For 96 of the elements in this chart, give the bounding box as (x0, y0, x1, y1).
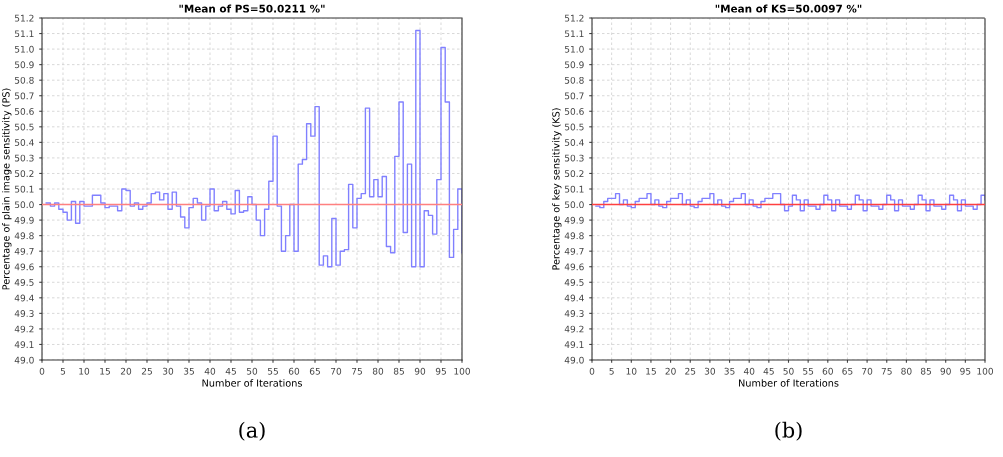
x-tick-label: 45 (225, 367, 236, 375)
y-tick-label: 51.1 (564, 30, 584, 38)
x-tick-label: 20 (120, 367, 132, 375)
y-tick-label: 50.9 (14, 61, 34, 69)
x-tick-label: 80 (372, 367, 384, 375)
x-tick-label: 15 (646, 367, 656, 375)
x-tick-label: 35 (724, 367, 735, 375)
x-tick-label: 25 (685, 367, 696, 375)
x-tick-label: 60 (822, 367, 833, 375)
x-tick-label: 20 (665, 367, 676, 375)
y-tick-label: 49.9 (14, 216, 34, 224)
y-tick-label: 49.1 (564, 341, 584, 349)
x-tick-label: 10 (626, 367, 637, 375)
y-tick-label: 49.6 (14, 263, 34, 271)
y-tick-label: 49.5 (14, 279, 34, 286)
x-tick-label: 45 (763, 367, 774, 375)
y-tick-label: 50.6 (564, 108, 584, 115)
x-tick-label: 90 (414, 367, 426, 375)
x-tick-label: 30 (704, 367, 716, 375)
text: (a) (239, 421, 265, 441)
x-tick-label: 70 (331, 367, 342, 375)
y-tick-label: 50.8 (14, 76, 34, 84)
x-tick-label: 5 (60, 367, 66, 375)
x-tick-label: 100 (977, 367, 994, 375)
x-tick-label: 0 (589, 367, 595, 375)
y-tick-label: 49.2 (14, 325, 34, 333)
y-tick-label: 50.0 (14, 201, 34, 209)
x-tick-label: 15 (100, 367, 110, 375)
x-tick-label: 30 (162, 367, 174, 375)
y-tick-label: 49.3 (14, 310, 34, 317)
x-tick-label: 25 (141, 367, 152, 375)
y-tick-label: 50.2 (564, 170, 584, 178)
y-tick-label: 49.2 (564, 325, 584, 333)
y-tick-label: 49.0 (564, 356, 584, 364)
y-tick-label: 50.1 (564, 185, 584, 193)
x-tick-label: 50 (246, 367, 258, 375)
y-axis-title: Percentage of plain image sensitivity (PS) (2, 88, 12, 290)
x-tick-label: 40 (204, 367, 216, 375)
y-tick-label: 50.1 (14, 185, 34, 193)
x-tick-label: 85 (393, 367, 404, 375)
x-tick-label: 35 (183, 367, 194, 375)
x-tick-label: 65 (309, 367, 320, 375)
y-tick-label: 50.0 (564, 201, 584, 209)
x-tick-label: 0 (39, 367, 45, 375)
x-tick-label: 70 (862, 367, 873, 375)
y-tick-label: 49.8 (564, 232, 584, 240)
x-tick-label: 55 (267, 367, 278, 375)
x-tick-label: 80 (901, 367, 912, 375)
y-tick-label: 50.5 (564, 123, 584, 131)
y-tick-label: 49.3 (564, 310, 584, 317)
y-tick-label: 51.0 (14, 45, 34, 53)
y-tick-label: 50.7 (14, 92, 34, 100)
y-tick-label: 49.9 (564, 216, 584, 224)
x-tick-label: 85 (920, 367, 932, 375)
y-tick-label: 50.8 (564, 76, 584, 84)
y-tick-label: 50.4 (14, 139, 34, 146)
x-tick-label: 75 (881, 367, 892, 375)
x-tick-label: 100 (454, 367, 471, 375)
y-tick-label: 49.1 (14, 341, 34, 349)
y-tick-label: 50.4 (564, 139, 584, 146)
y-tick-label: 51.2 (14, 14, 34, 22)
y-tick-label: 50.6 (14, 108, 34, 115)
y-tick-label: 51.1 (14, 30, 34, 38)
y-tick-label: 49.7 (564, 247, 584, 255)
chart-title: "Mean of PS=50.0211 %" (179, 4, 325, 13)
y-tick-label: 49.8 (14, 232, 34, 240)
x-tick-label: 90 (940, 367, 951, 375)
x-tick-label: 40 (743, 367, 755, 375)
y-tick-label: 49.7 (14, 247, 34, 255)
x-tick-label: 10 (79, 367, 90, 375)
x-tick-label: 55 (803, 367, 814, 375)
y-tick-label: 50.2 (14, 170, 34, 178)
y-tick-label: 50.3 (564, 154, 584, 162)
y-tick-label: 51.2 (564, 14, 584, 22)
x-axis-title: Number of Iterations (202, 379, 302, 387)
text: (b) (775, 421, 802, 441)
x-tick-label: 60 (288, 367, 300, 375)
x-tick-label: 75 (352, 367, 362, 375)
x-tick-label: 50 (783, 367, 794, 375)
x-axis-title: Number of Iterations (739, 379, 839, 387)
y-tick-label: 49.4 (14, 294, 34, 302)
y-tick-label: 49.4 (564, 294, 584, 302)
y-axis-title: Percentage of key sensitivity (KS) (552, 108, 562, 270)
y-tick-label: 50.3 (14, 154, 34, 162)
y-tick-label: 50.9 (564, 61, 584, 69)
chart-title: "Mean of KS=50.0097 %" (715, 4, 862, 13)
y-tick-label: 51.0 (564, 45, 584, 53)
y-tick-label: 50.5 (14, 123, 34, 131)
y-tick-label: 49.5 (564, 279, 584, 286)
y-tick-label: 49.6 (564, 263, 584, 271)
x-tick-label: 95 (435, 367, 446, 375)
x-tick-label: 65 (842, 367, 853, 375)
x-tick-label: 95 (960, 367, 971, 375)
y-tick-label: 49.0 (14, 356, 34, 364)
y-tick-label: 50.7 (564, 92, 584, 100)
x-tick-label: 5 (609, 367, 614, 375)
